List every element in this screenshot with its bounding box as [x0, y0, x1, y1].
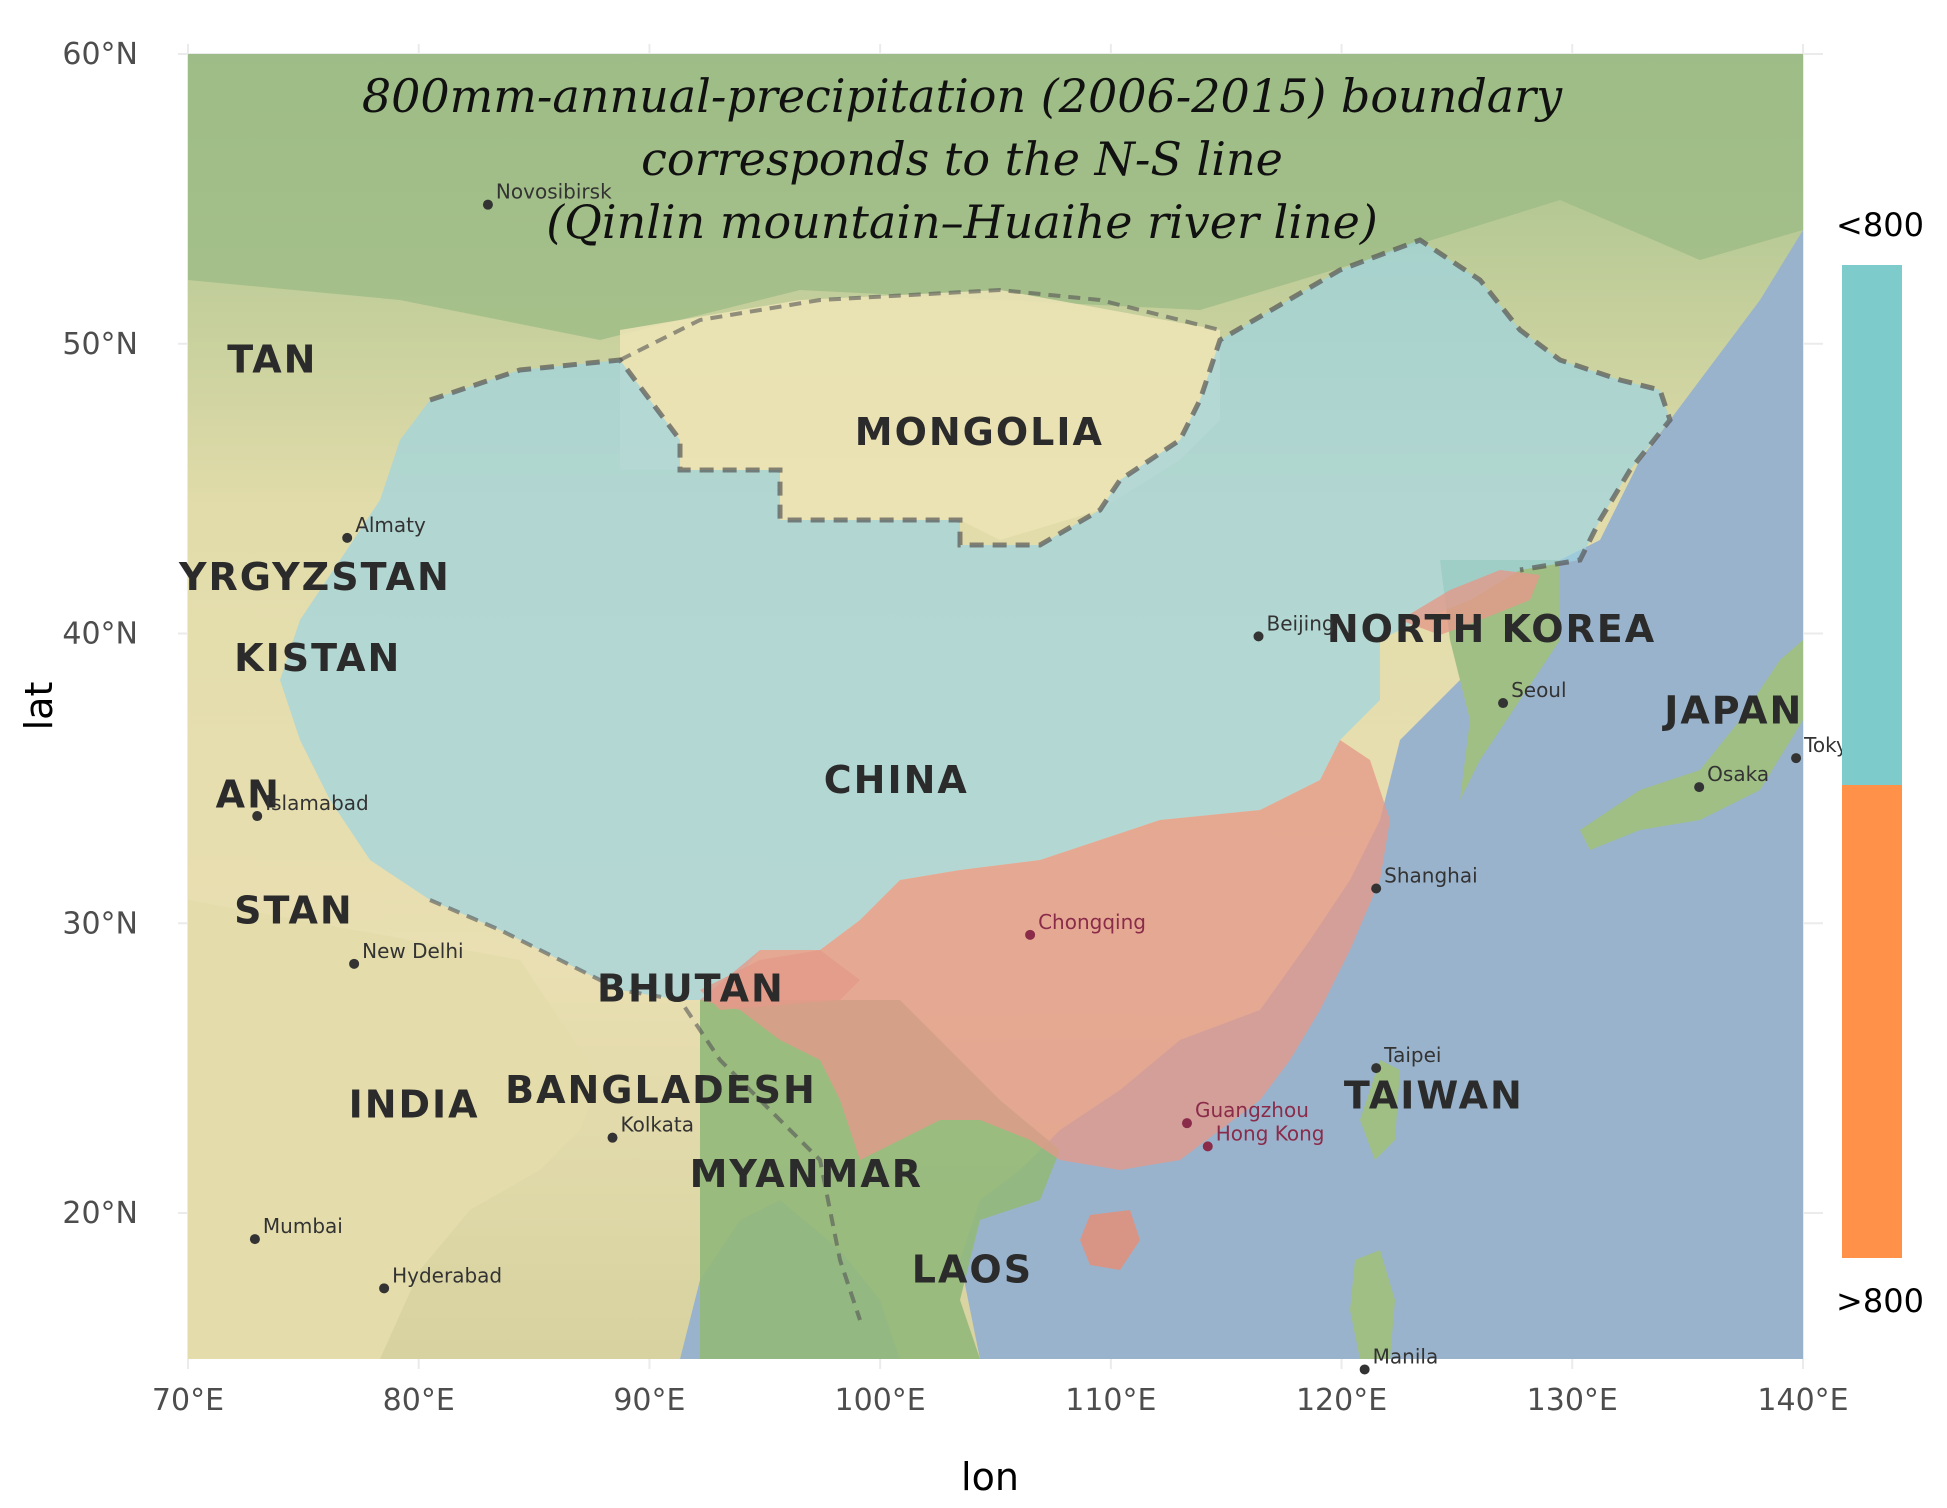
- x-tick-label: 100°E: [835, 1383, 926, 1418]
- city-label: Osaka: [1707, 762, 1769, 786]
- city-marker: [1371, 1063, 1382, 1074]
- city-marker: [1202, 1141, 1213, 1152]
- region-below-800mm: [280, 240, 1670, 1000]
- land-mass-japan: [1580, 640, 1803, 850]
- city-marker: [482, 199, 493, 210]
- china-boundary: [429, 237, 1673, 573]
- y-tick-label: 20°N: [62, 1196, 138, 1231]
- map-title: 800mm-annual-precipitation (2006-2015) b…: [362, 69, 1563, 249]
- city-marker: [342, 532, 353, 543]
- city-marker: [1694, 782, 1705, 793]
- x-tick-label: 90°E: [613, 1383, 685, 1418]
- country-label: KISTAN: [234, 636, 401, 680]
- legend-label-below-800: <800: [1836, 206, 1924, 244]
- city-label: Almaty: [355, 513, 426, 537]
- city-marker: [252, 811, 263, 822]
- land-siberia-green: [188, 54, 1803, 340]
- city-label: Taipei: [1383, 1043, 1441, 1067]
- city-label: Islamabad: [265, 791, 369, 815]
- city-label: Guangzhou: [1195, 1098, 1309, 1122]
- country-label: YRGYZSTAN: [178, 555, 451, 599]
- city-label: New Delhi: [362, 939, 463, 963]
- x-tick-label: 140°E: [1757, 1383, 1848, 1418]
- city-label: Mumbai: [263, 1214, 343, 1238]
- region-above-800mm-himalaya: [700, 950, 860, 1010]
- country-label: BANGLADESH: [505, 1068, 817, 1112]
- city-marker: [1359, 1364, 1370, 1375]
- mongolia-boundary: [619, 287, 1221, 362]
- city-label: Chongqing: [1038, 910, 1146, 934]
- city-label: Hong Kong: [1216, 1121, 1325, 1145]
- city-marker: [1498, 698, 1509, 709]
- city-marker: [349, 958, 360, 969]
- title-line-1: 800mm-annual-precipitation (2006-2015) b…: [362, 69, 1563, 123]
- title-line-3: (Qinlin mountain–Huaihe river line): [546, 195, 1378, 249]
- country-label: CHINA: [824, 758, 969, 802]
- city-marker: [1371, 883, 1382, 894]
- country-label: STAN: [234, 888, 354, 932]
- country-label: LAOS: [912, 1248, 1033, 1292]
- land-mass-india: [188, 900, 600, 1359]
- y-tick-label: 50°N: [62, 327, 138, 362]
- land-mass-taiwan: [1360, 1060, 1400, 1160]
- x-tick-label: 130°E: [1527, 1383, 1618, 1418]
- title-line-2: corresponds to the N-S line: [641, 132, 1283, 186]
- land-mass-philippines: [1350, 1250, 1395, 1359]
- city-marker: [607, 1132, 618, 1143]
- city-marker: [249, 1234, 260, 1245]
- country-label: BHUTAN: [597, 966, 785, 1010]
- y-axis-title: lat: [17, 682, 61, 731]
- city-label: Hyderabad: [392, 1263, 502, 1287]
- southwest-boundary: [429, 898, 862, 1321]
- land-mongolia: [620, 290, 1220, 540]
- x-tick-label: 70°E: [152, 1383, 224, 1418]
- y-axis-ticks: 20°N 30°N 40°N 50°N 60°N: [62, 37, 138, 1231]
- x-axis-title: lon: [961, 1455, 1019, 1499]
- region-above-800mm: [700, 740, 1390, 1170]
- city-label: Manila: [1373, 1344, 1439, 1368]
- city-label: Shanghai: [1384, 863, 1478, 887]
- city-label: Beijing: [1267, 611, 1335, 635]
- city-label: Kolkata: [621, 1113, 695, 1137]
- region-above-800mm-northeast: [1400, 570, 1540, 635]
- land-mass-hainan: [1080, 1210, 1140, 1270]
- country-label: AN: [216, 772, 281, 816]
- city-marker: [1025, 929, 1036, 940]
- x-axis-ticks: 70°E 80°E 90°E 100°E 110°E 120°E 130°E 140°E: [152, 1383, 1849, 1418]
- city-label: Seoul: [1511, 678, 1566, 702]
- country-label: MYANMAR: [690, 1152, 923, 1196]
- city-marker: [1791, 753, 1802, 764]
- country-label: JAPAN: [1661, 688, 1803, 732]
- y-tick-label: 30°N: [62, 906, 138, 941]
- country-label: TAIWAN: [1344, 1074, 1524, 1118]
- country-label: INDIA: [349, 1082, 480, 1126]
- x-tick-label: 110°E: [1065, 1383, 1156, 1418]
- y-tick-label: 60°N: [62, 37, 138, 72]
- x-tick-label: 120°E: [1296, 1383, 1387, 1418]
- city-marker: [379, 1283, 390, 1294]
- city-marker: [1253, 631, 1264, 642]
- country-label: MONGOLIA: [855, 410, 1104, 454]
- legend-swatch-below-800: [1842, 265, 1902, 785]
- country-label: TAN: [227, 338, 317, 382]
- city-labels: Novosibirsk Almaty Islamabad New Delhi Kolka…: [249, 180, 1860, 1375]
- legend-label-above-800: >800: [1836, 1282, 1924, 1320]
- city-label: Novosibirsk: [496, 180, 612, 204]
- legend-swatch-above-800: [1842, 785, 1902, 1258]
- y-tick-label: 40°N: [62, 617, 138, 652]
- legend: <800 >800: [1836, 206, 1924, 1320]
- city-marker: [1181, 1118, 1192, 1129]
- x-tick-label: 80°E: [383, 1383, 455, 1418]
- country-label: NORTH KOREA: [1327, 607, 1656, 651]
